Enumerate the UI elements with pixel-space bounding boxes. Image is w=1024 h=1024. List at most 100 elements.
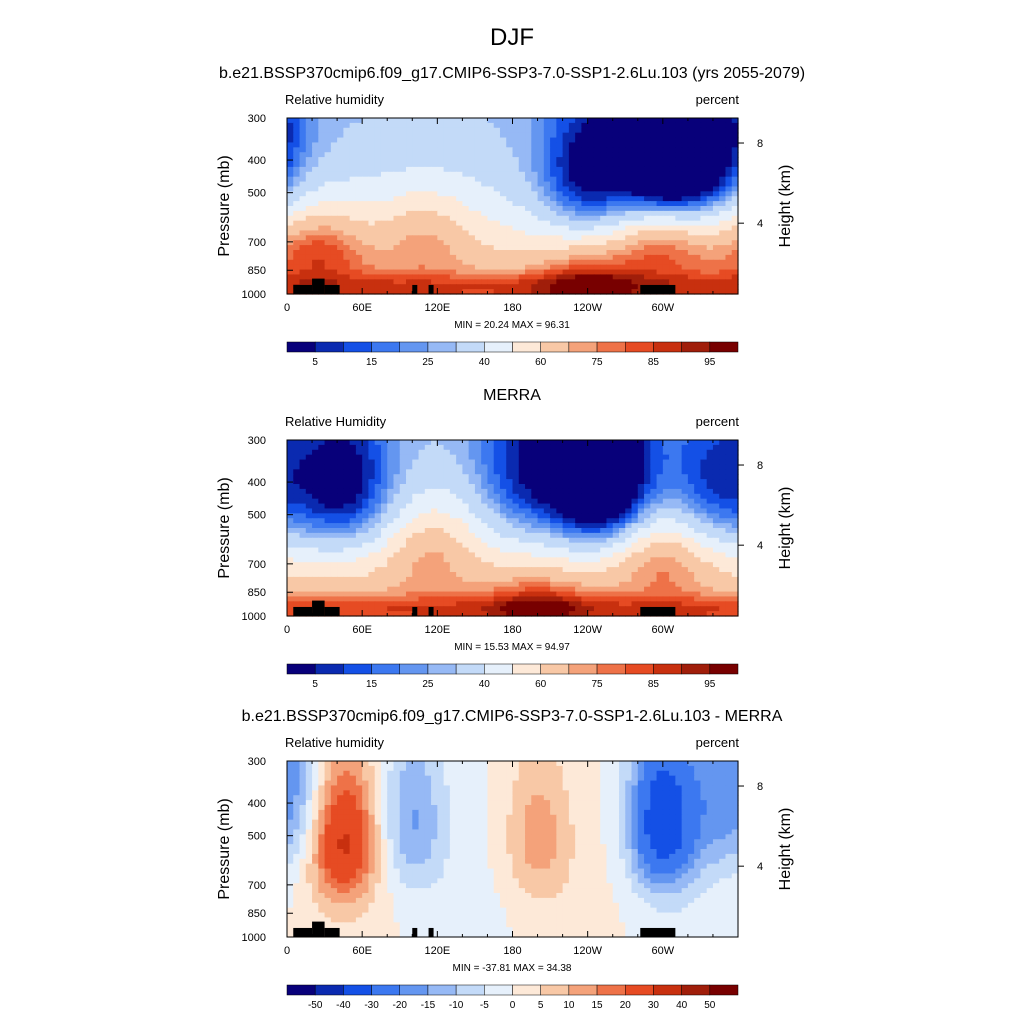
heatmap-cell bbox=[387, 206, 395, 212]
heatmap-cell bbox=[656, 176, 664, 183]
heatmap-cell bbox=[324, 147, 332, 153]
heatmap-cell bbox=[650, 528, 658, 534]
heatmap-cell bbox=[618, 488, 626, 495]
heatmap-cell bbox=[305, 459, 313, 466]
heatmap-cell bbox=[449, 254, 457, 261]
heatmap-cell bbox=[675, 274, 683, 280]
heatmap-cell bbox=[550, 171, 557, 178]
heatmap-cell bbox=[687, 289, 695, 295]
heatmap-cell bbox=[374, 235, 382, 241]
heatmap-cell bbox=[305, 215, 313, 222]
heatmap-cell bbox=[575, 269, 582, 276]
heatmap-cell bbox=[380, 171, 388, 178]
heatmap-cell bbox=[656, 206, 664, 212]
heatmap-cell bbox=[387, 572, 395, 578]
heatmap-cell bbox=[712, 567, 720, 573]
heatmap-cell bbox=[631, 127, 639, 134]
heatmap-cell bbox=[525, 444, 532, 451]
heatmap-cell bbox=[556, 567, 564, 573]
heatmap-cell bbox=[556, 157, 564, 163]
heatmap-cell bbox=[731, 147, 739, 153]
heatmap-cell bbox=[355, 279, 363, 285]
heatmap-cell bbox=[506, 591, 514, 598]
heatmap-cell bbox=[374, 552, 382, 558]
y-tick-label: 300 bbox=[248, 113, 266, 125]
heatmap-cell bbox=[618, 591, 626, 598]
heatmap-cell bbox=[706, 137, 714, 144]
heatmap-cell bbox=[330, 537, 338, 544]
heatmap-cell bbox=[299, 127, 307, 134]
colorbar-swatch bbox=[596, 341, 626, 353]
colorbar-swatch bbox=[709, 341, 739, 353]
heatmap-cell bbox=[625, 250, 633, 256]
heatmap-cell bbox=[550, 132, 557, 139]
heatmap-cell bbox=[581, 196, 589, 202]
heatmap-cell bbox=[568, 176, 576, 183]
heatmap-cell bbox=[380, 440, 388, 446]
heatmap-cell bbox=[412, 259, 420, 266]
heatmap-cell bbox=[531, 269, 539, 276]
heatmap-cell bbox=[662, 206, 670, 212]
heatmap-cell bbox=[694, 537, 702, 544]
panel-title: b.e21.BSSP370cmip6.f09_g17.CMIP6-SSP3-7.… bbox=[219, 65, 805, 82]
heatmap-cell bbox=[518, 591, 526, 598]
heatmap-cell bbox=[631, 181, 639, 188]
heatmap-cell bbox=[687, 162, 695, 168]
heatmap-cell bbox=[305, 210, 313, 217]
heatmap-cell bbox=[518, 162, 526, 168]
heatmap-cell bbox=[468, 444, 476, 451]
heatmap-cell bbox=[662, 201, 670, 207]
heatmap-cell bbox=[368, 440, 376, 446]
heatmap-cell bbox=[368, 493, 376, 500]
heatmap-cell bbox=[443, 493, 451, 500]
heatmap-cell bbox=[650, 166, 658, 173]
heatmap-cell bbox=[343, 152, 351, 158]
heatmap-cell bbox=[556, 250, 564, 256]
heatmap-cell bbox=[462, 171, 470, 178]
heatmap-cell bbox=[293, 181, 301, 188]
heatmap-cell bbox=[625, 449, 633, 456]
heatmap-cell bbox=[493, 235, 501, 241]
heatmap-cell bbox=[318, 488, 326, 495]
heatmap-cell bbox=[593, 259, 601, 266]
heatmap-cell bbox=[669, 166, 676, 173]
heatmap-cell bbox=[587, 591, 595, 598]
colorbar-label: 5 bbox=[312, 357, 318, 368]
heatmap-cell bbox=[587, 289, 595, 295]
heatmap-cell bbox=[393, 532, 401, 539]
heatmap-cell bbox=[550, 542, 557, 549]
heatmap-cell bbox=[406, 152, 413, 158]
heatmap-cell bbox=[330, 259, 338, 266]
heatmap-cell bbox=[669, 269, 676, 276]
heatmap-cell bbox=[550, 225, 557, 232]
heatmap-cell bbox=[700, 498, 708, 505]
heatmap-cell bbox=[387, 254, 395, 261]
heatmap-cell bbox=[543, 474, 551, 480]
heatmap-cell bbox=[487, 557, 495, 563]
heatmap-cell bbox=[293, 464, 301, 470]
heatmap-cell bbox=[637, 508, 645, 514]
heatmap-cell bbox=[318, 132, 326, 139]
heatmap-cell bbox=[318, 503, 326, 510]
heatmap-cell bbox=[562, 118, 570, 124]
heatmap-cell bbox=[305, 166, 313, 173]
heatmap-cell bbox=[330, 118, 338, 124]
heatmap-cell bbox=[600, 586, 608, 593]
heatmap-cell bbox=[343, 186, 351, 192]
heatmap-cell bbox=[362, 176, 370, 183]
heatmap-cell bbox=[600, 186, 608, 192]
heatmap-cell bbox=[468, 557, 476, 563]
heatmap-cell bbox=[681, 557, 689, 563]
heatmap-cell bbox=[318, 220, 326, 227]
heatmap-cell bbox=[637, 518, 645, 524]
heatmap-cell bbox=[656, 147, 664, 153]
heatmap-cell bbox=[468, 122, 476, 129]
heatmap-cell bbox=[731, 171, 739, 178]
heatmap-cell bbox=[299, 279, 307, 285]
heatmap-cell bbox=[625, 528, 633, 534]
heatmap-cell bbox=[506, 147, 514, 153]
heatmap-cell bbox=[293, 176, 301, 183]
heatmap-cell bbox=[593, 581, 601, 588]
heatmap-cell bbox=[562, 484, 570, 490]
heatmap-cell bbox=[499, 523, 507, 529]
